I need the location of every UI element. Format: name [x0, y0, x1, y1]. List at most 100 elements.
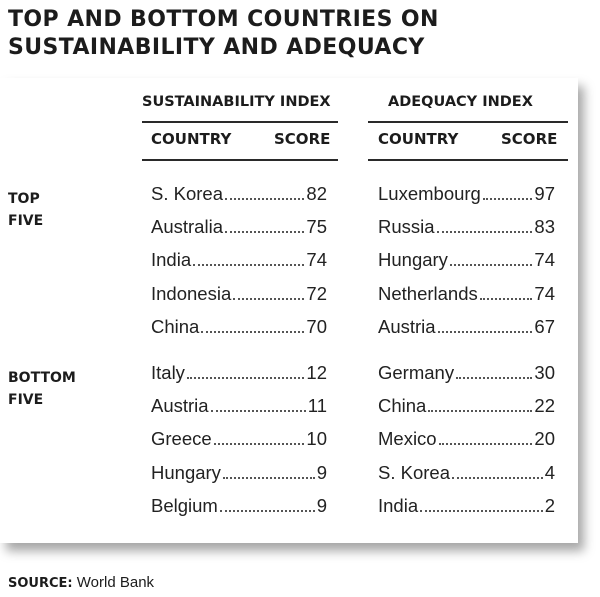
- group-label-top: TOP FIVE: [8, 188, 43, 232]
- sustainability-header-rule: [142, 121, 338, 123]
- score-value: 74: [306, 249, 327, 271]
- table-row: Austria 67: [378, 316, 555, 342]
- country-name: Austria: [378, 315, 436, 337]
- country-name: Hungary: [151, 461, 221, 483]
- adequacy-country-column-header: COUNTRY: [378, 130, 459, 148]
- table-row: Hungary 9: [151, 462, 327, 488]
- table-row: Italy 12: [151, 362, 327, 388]
- table-row: Australia 75: [151, 216, 327, 242]
- score-value: 70: [306, 315, 327, 337]
- sustainability-score-column-header: SCORE: [274, 130, 331, 148]
- dot-leader: [213, 442, 305, 446]
- score-value: 72: [306, 282, 327, 304]
- country-name: Hungary: [378, 249, 448, 271]
- country-name: China: [151, 315, 200, 337]
- country-name: Australia: [151, 216, 223, 238]
- dot-leader: [225, 197, 305, 200]
- adequacy-column-rule: [368, 159, 568, 161]
- table-row: India 2: [378, 495, 555, 521]
- chart-title: TOP AND BOTTOM COUNTRIES ON SUSTAINABILI…: [8, 7, 439, 60]
- country-name: Indonesia: [151, 282, 232, 304]
- score-value: 2: [544, 494, 555, 516]
- country-name: Mexico: [378, 428, 437, 450]
- sustainability-country-column-header: COUNTRY: [151, 130, 232, 148]
- score-value: 82: [306, 183, 327, 204]
- sustainability-index-header: SUSTAINABILITY INDEX: [142, 94, 331, 110]
- country-name: Belgium: [151, 494, 218, 516]
- source-note: SOURCE: World Bank: [8, 574, 154, 591]
- table-row: Austria 11: [151, 395, 327, 421]
- group-label-top-line1: TOP: [8, 191, 40, 207]
- table-row: Mexico 20: [378, 428, 555, 454]
- table-row: Germany 30: [378, 362, 555, 388]
- country-name: China: [378, 395, 427, 417]
- country-name: Luxembourg: [378, 183, 481, 204]
- dot-leader: [224, 230, 305, 234]
- score-value: 9: [316, 494, 327, 516]
- score-value: 83: [534, 216, 555, 238]
- sustainability-column-rule: [142, 159, 338, 161]
- source-label: SOURCE:: [8, 576, 73, 591]
- table-row: China 70: [151, 316, 327, 342]
- country-name: Netherlands: [378, 282, 478, 304]
- dot-leader: [456, 376, 533, 379]
- table-row: Greece 10: [151, 428, 327, 454]
- score-value: 74: [534, 282, 555, 304]
- adequacy-index-header: ADEQUACY INDEX: [388, 94, 533, 110]
- score-value: 75: [306, 216, 327, 238]
- score-value: 74: [534, 249, 555, 271]
- dot-leader: [201, 330, 305, 333]
- country-name: Italy: [151, 362, 185, 383]
- country-name: Austria: [151, 395, 209, 417]
- dot-leader: [222, 476, 315, 479]
- score-value: 4: [544, 461, 555, 483]
- dot-leader: [420, 509, 543, 512]
- table-row: Indonesia 72: [151, 283, 327, 309]
- score-value: 20: [534, 428, 555, 450]
- score-value: 9: [316, 461, 327, 483]
- table-row: China 22: [378, 395, 555, 421]
- dot-leader: [436, 230, 533, 234]
- dot-leader: [219, 509, 315, 512]
- score-value: 22: [534, 395, 555, 417]
- country-name: India: [151, 249, 192, 271]
- country-name: Russia: [378, 216, 435, 238]
- group-label-bottom: BOTTOM FIVE: [8, 367, 76, 411]
- score-value: 12: [306, 362, 327, 383]
- table-row: S. Korea 4: [378, 462, 555, 488]
- country-name: Germany: [378, 362, 455, 383]
- score-value: 11: [307, 395, 327, 417]
- dot-leader: [437, 330, 533, 333]
- table-card: [0, 78, 578, 543]
- table-row: S. Korea 82: [151, 183, 327, 209]
- table-row: Netherlands 74: [378, 283, 555, 309]
- dot-leader: [479, 297, 533, 300]
- dot-leader: [438, 442, 533, 446]
- table-row: India 74: [151, 249, 327, 275]
- score-value: 10: [306, 428, 327, 450]
- dot-leader: [193, 263, 305, 267]
- score-value: 67: [534, 315, 555, 337]
- country-name: Greece: [151, 428, 212, 450]
- dot-leader: [210, 409, 306, 413]
- dot-leader: [233, 297, 305, 300]
- table-row: Russia 83: [378, 216, 555, 242]
- country-name: S. Korea: [378, 461, 450, 483]
- table-row: Belgium 9: [151, 495, 327, 521]
- group-label-bottom-line1: BOTTOM: [8, 370, 76, 386]
- adequacy-score-column-header: SCORE: [501, 130, 558, 148]
- dot-leader: [186, 376, 305, 379]
- group-label-bottom-line2: FIVE: [8, 392, 44, 408]
- dot-leader: [482, 197, 533, 200]
- table-row: Luxembourg 97: [378, 183, 555, 209]
- score-value: 97: [534, 183, 555, 204]
- country-name: India: [378, 494, 419, 516]
- dot-leader: [452, 476, 543, 479]
- dot-leader: [428, 409, 533, 413]
- dot-leader: [449, 263, 533, 267]
- adequacy-header-rule: [368, 121, 568, 123]
- score-value: 30: [534, 362, 555, 383]
- source-text: World Bank: [76, 574, 155, 591]
- group-label-top-line2: FIVE: [8, 213, 44, 229]
- country-name: S. Korea: [151, 183, 223, 204]
